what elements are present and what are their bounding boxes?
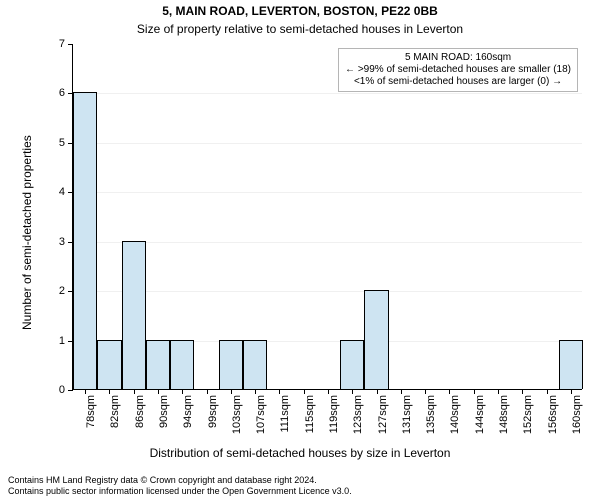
ytick-label: 3 (59, 236, 65, 248)
xtick-label: 148sqm (498, 395, 510, 434)
legend-line: ← >99% of semi-detached houses are small… (345, 64, 571, 76)
xtick-label: 127sqm (377, 395, 389, 434)
plot-area: 5 MAIN ROAD: 160sqm← >99% of semi-detach… (72, 44, 582, 390)
xtick-mark (134, 389, 135, 394)
xtick-mark (85, 389, 86, 394)
xtick-label: 107sqm (255, 395, 267, 434)
footer-licence: Contains HM Land Registry data © Crown c… (8, 475, 352, 496)
gridline (73, 291, 582, 292)
gridline (73, 93, 582, 94)
xtick-label: 152sqm (522, 395, 534, 434)
bar (364, 290, 388, 389)
ytick-label: 6 (59, 87, 65, 99)
xtick-mark (401, 389, 402, 394)
xtick-label: 94sqm (182, 395, 194, 428)
ytick-label: 5 (59, 137, 65, 149)
ytick-label: 1 (59, 335, 65, 347)
chart-area: 5 MAIN ROAD: 160sqm← >99% of semi-detach… (72, 44, 582, 390)
xtick-mark (449, 389, 450, 394)
ytick-mark (68, 390, 73, 391)
xtick-label: 135sqm (425, 395, 437, 434)
ytick-label: 4 (59, 186, 65, 198)
bar (97, 340, 121, 389)
y-axis-label: Number of semi-detached properties (20, 135, 34, 330)
legend-box: 5 MAIN ROAD: 160sqm← >99% of semi-detach… (338, 48, 578, 92)
xtick-mark (182, 389, 183, 394)
ytick-mark (68, 44, 73, 45)
xtick-mark (207, 389, 208, 394)
xtick-label: 115sqm (304, 395, 316, 433)
xtick-label: 123sqm (352, 395, 364, 434)
gridline (73, 242, 582, 243)
xtick-mark (377, 389, 378, 394)
xtick-mark (279, 389, 280, 394)
xtick-label: 78sqm (85, 395, 97, 428)
bar (122, 241, 146, 389)
ytick-label: 2 (59, 285, 65, 297)
xtick-label: 111sqm (279, 395, 291, 433)
xtick-mark (547, 389, 548, 394)
x-axis-label: Distribution of semi-detached houses by … (0, 446, 600, 460)
xtick-mark (158, 389, 159, 394)
xtick-mark (474, 389, 475, 394)
legend-line: <1% of semi-detached houses are larger (… (345, 76, 571, 88)
title-main: 5, MAIN ROAD, LEVERTON, BOSTON, PE22 0BB (0, 4, 600, 18)
xtick-label: 131sqm (401, 395, 413, 434)
xtick-mark (304, 389, 305, 394)
ytick-label: 7 (59, 38, 65, 50)
xtick-mark (571, 389, 572, 394)
ytick-label: 0 (59, 384, 65, 396)
xtick-label: 90sqm (158, 395, 170, 428)
xtick-mark (425, 389, 426, 394)
bar (146, 340, 170, 389)
chart-root: 5, MAIN ROAD, LEVERTON, BOSTON, PE22 0BB… (0, 0, 600, 500)
gridline (73, 143, 582, 144)
xtick-label: 144sqm (474, 395, 486, 434)
bar (559, 340, 583, 389)
xtick-label: 99sqm (207, 395, 219, 428)
xtick-mark (498, 389, 499, 394)
gridline (73, 192, 582, 193)
bar (219, 340, 243, 389)
xtick-mark (255, 389, 256, 394)
legend-line: 5 MAIN ROAD: 160sqm (345, 52, 571, 64)
xtick-label: 103sqm (231, 395, 243, 434)
xtick-label: 140sqm (449, 395, 461, 434)
bar (243, 340, 267, 389)
xtick-label: 156sqm (547, 395, 559, 434)
xtick-label: 86sqm (134, 395, 146, 428)
bar (170, 340, 194, 389)
xtick-mark (522, 389, 523, 394)
bar (340, 340, 364, 389)
xtick-mark (352, 389, 353, 394)
bar (73, 92, 97, 389)
xtick-label: 82sqm (109, 395, 121, 428)
title-sub: Size of property relative to semi-detach… (0, 22, 600, 36)
xtick-label: 119sqm (328, 395, 340, 433)
xtick-mark (328, 389, 329, 394)
xtick-label: 160sqm (571, 395, 583, 434)
xtick-mark (231, 389, 232, 394)
xtick-mark (109, 389, 110, 394)
